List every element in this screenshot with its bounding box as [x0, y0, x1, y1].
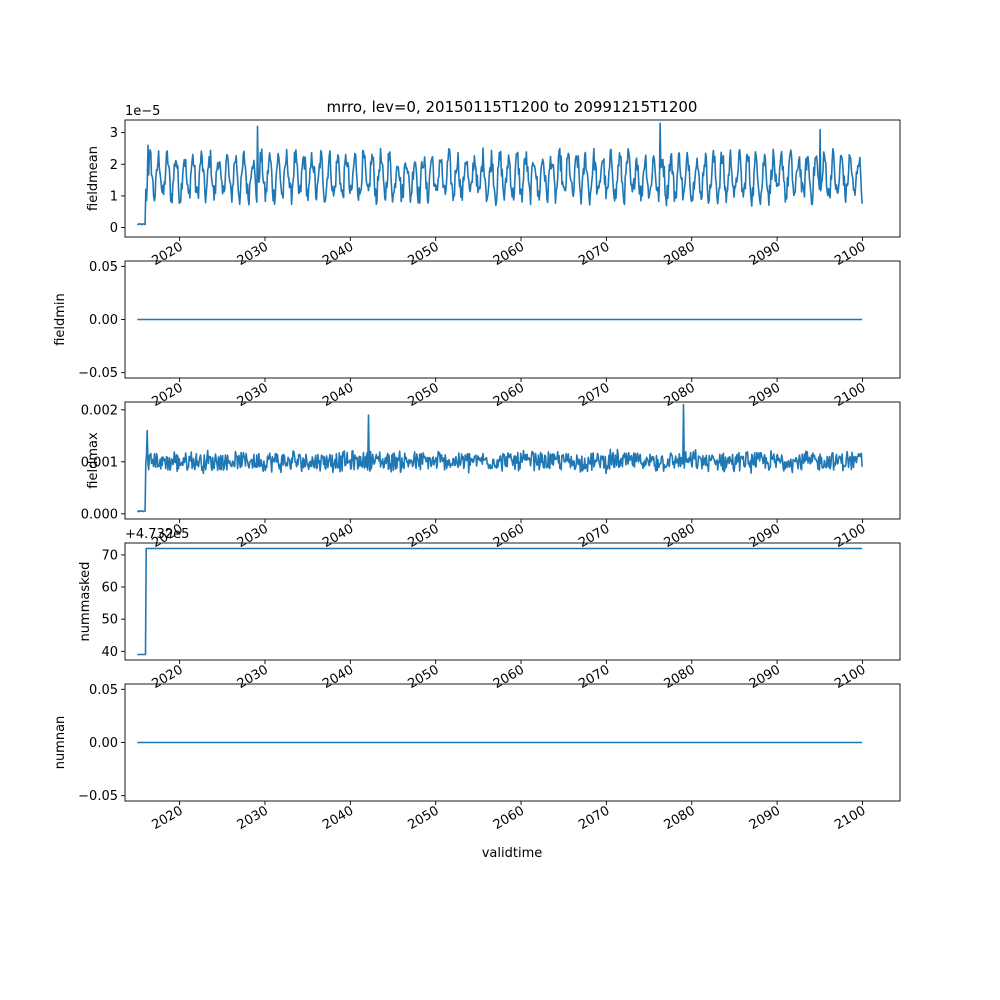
fieldmax-series-line [136, 403, 863, 513]
numnan-x-tick-label: 2050 [406, 803, 442, 833]
fieldmax-x-tick-label: 2090 [747, 521, 783, 551]
fieldmax-x-tick-label: 2050 [406, 521, 442, 551]
fieldmin-x-tick-label: 2050 [406, 380, 442, 410]
fieldmax-x-tick-label: 2070 [576, 521, 612, 551]
nummasked-axes-frame [124, 542, 901, 661]
panels: 0 1 2 3 2020 2030 2040 2050 2060 2070 2080 2090 2100… [53, 104, 901, 833]
nummasked-x-tick-label: 2040 [320, 662, 356, 692]
numnan-x-tick-label: 2100 [832, 803, 868, 833]
fieldmin-x-tick-label: 2070 [576, 380, 612, 410]
fieldmean-x-tick-label: 2020 [149, 239, 185, 269]
fieldmean-axes-frame [124, 119, 901, 238]
fieldmax-y-tick-label: 0.001 [81, 455, 118, 470]
nummasked-x-tick-label: 2080 [662, 662, 698, 692]
fieldmin-y-tick-label: −0.05 [78, 366, 118, 381]
fieldmax-axes-frame [124, 401, 901, 520]
numnan-x-tick-label: 2080 [662, 803, 698, 833]
fieldmax-x-tick-label: 2100 [832, 521, 868, 551]
nummasked-x-tick-label: 2050 [406, 662, 442, 692]
fieldmean-y-tick-label: 3 [110, 126, 118, 141]
fieldmin-x-tick-label: 2100 [832, 380, 868, 410]
fieldmax-x-tick-label: 2030 [235, 521, 271, 551]
numnan-x-tick-label: 2040 [320, 803, 356, 833]
fieldmin-x-tick-label: 2060 [491, 380, 527, 410]
fieldmax-x-tick-label: 2040 [320, 521, 356, 551]
fieldmin-y-tick-label: 0.05 [89, 260, 118, 275]
nummasked-x-tick-label: 2090 [747, 662, 783, 692]
fieldmean-x-tick-label: 2040 [320, 239, 356, 269]
fieldmax-y-axis-label: fieldmax [86, 432, 101, 489]
numnan-y-axis-label: numnan [53, 716, 68, 770]
nummasked-y-tick-label: 50 [101, 613, 118, 628]
numnan-x-tick-label: 2060 [491, 803, 527, 833]
numnan-y-tick-label: −0.05 [78, 789, 118, 804]
numnan-x-tick-label: 2070 [576, 803, 612, 833]
nummasked-y-tick-label: 60 [101, 581, 118, 596]
fieldmean-x-tick-label: 2030 [235, 239, 271, 269]
fieldmean-y-tick-label: 1 [110, 189, 118, 204]
fieldmax-y-tick-label: 0.002 [81, 403, 118, 418]
nummasked-y-tick-label: 70 [101, 548, 118, 563]
fieldmean-offset-text: 1e−5 [125, 104, 160, 119]
fieldmax-y-tick-label: 0.000 [81, 507, 118, 522]
fieldmax-x-tick-label: 2080 [662, 521, 698, 551]
numnan-y-tick-label: 0.00 [89, 736, 118, 751]
fieldmean-series-line [136, 122, 863, 226]
fieldmean-x-tick-label: 2070 [576, 239, 612, 269]
nummasked-x-tick-label: 2030 [235, 662, 271, 692]
nummasked-y-tick-label: 40 [101, 645, 118, 660]
nummasked-series-line [137, 547, 863, 656]
fieldmin-y-axis-label: fieldmin [53, 293, 68, 346]
fieldmin-y-tick-label: 0.00 [89, 313, 118, 328]
fieldmin-x-tick-label: 2030 [235, 380, 271, 410]
fieldmean-x-tick-label: 2100 [832, 239, 868, 269]
numnan-x-tick-label: 2030 [235, 803, 271, 833]
x-axis-label: validtime [482, 846, 543, 861]
numnan-x-tick-label: 2090 [747, 803, 783, 833]
fieldmin-x-tick-label: 2020 [149, 380, 185, 410]
fieldmin-x-tick-label: 2080 [662, 380, 698, 410]
nummasked-offset-text: +4.732e5 [125, 527, 189, 542]
nummasked-x-tick-label: 2100 [832, 662, 868, 692]
fieldmean-x-tick-label: 2060 [491, 239, 527, 269]
fieldmean-y-axis-label: fieldmean [86, 146, 101, 211]
fieldmean-x-tick-label: 2090 [747, 239, 783, 269]
fieldmax-x-tick-label: 2060 [491, 521, 527, 551]
fieldmean-x-tick-label: 2080 [662, 239, 698, 269]
numnan-y-tick-label: 0.05 [89, 683, 118, 698]
fieldmean-x-tick-label: 2050 [406, 239, 442, 269]
fieldmean-y-tick-label: 2 [110, 158, 118, 173]
fieldmean-y-tick-label: 0 [110, 221, 118, 236]
chart-title: mrro, lev=0, 20150115T1200 to 20991215T1… [327, 98, 698, 116]
nummasked-y-axis-label: nummasked [78, 562, 93, 642]
nummasked-x-tick-label: 2070 [576, 662, 612, 692]
fieldmin-x-tick-label: 2090 [747, 380, 783, 410]
nummasked-x-tick-label: 2060 [491, 662, 527, 692]
nummasked-x-tick-label: 2020 [149, 662, 185, 692]
fieldmin-x-tick-label: 2040 [320, 380, 356, 410]
numnan-x-tick-label: 2020 [149, 803, 185, 833]
